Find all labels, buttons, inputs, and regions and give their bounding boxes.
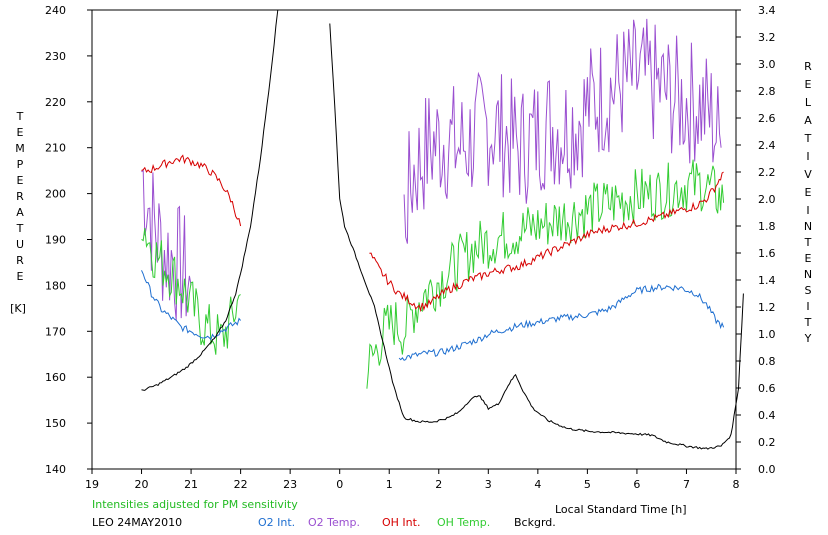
oh-temp-line [366, 159, 725, 389]
right-axis-label-letter: E [805, 78, 812, 91]
x-tick-label: 7 [683, 478, 690, 491]
right-tick-label: 0.2 [758, 436, 776, 449]
right-axis-label-letter: I [806, 150, 809, 163]
right-tick-label: 0.8 [758, 355, 776, 368]
right-tick-label: 1.4 [758, 274, 776, 287]
series-lines [141, 9, 744, 450]
right-axis-label-letter: S [805, 284, 812, 297]
right-axis-label-letter: E [805, 252, 812, 265]
left-tick-label: 240 [45, 4, 66, 17]
pm-sensitivity-note: Intensities adjusted for PM sensitivity [92, 498, 298, 511]
left-tick-label: 160 [45, 371, 66, 384]
right-axis-label-letter: N [804, 220, 812, 233]
right-axis-label-letter: E [805, 186, 812, 199]
left-tick-label: 170 [45, 325, 66, 338]
x-tick-label: 6 [633, 478, 640, 491]
right-tick-label: 3.4 [758, 4, 776, 17]
plot-frame [91, 9, 737, 470]
x-tick-label: 5 [584, 478, 591, 491]
right-axis-label-letter: T [804, 132, 812, 145]
left-axis-ticks: 140 150 160 170 180 190 200 210 220 230 240 [45, 4, 92, 476]
right-tick-label: 1.0 [758, 328, 776, 341]
x-tick-label: 20 [135, 478, 149, 491]
right-axis-label-letter: I [806, 300, 809, 313]
oh-int-line [141, 154, 242, 227]
x-tick-label: 19 [85, 478, 99, 491]
right-tick-label: 3.0 [758, 58, 776, 71]
x-tick-label: 8 [733, 478, 740, 491]
x-tick-label: 22 [234, 478, 248, 491]
right-tick-label: 0.4 [758, 409, 776, 422]
o2-int-line [141, 270, 241, 341]
right-axis-label-letter: I [806, 204, 809, 217]
right-axis-label-letter: V [804, 168, 812, 181]
right-tick-label: 0.0 [758, 463, 776, 476]
right-axis-label-letter: L [805, 96, 812, 109]
x-axis-ticks: 19 20 21 22 23 0 1 2 3 4 5 6 7 8 [85, 469, 740, 491]
right-axis-label-letter: T [804, 236, 812, 249]
right-tick-label: 1.2 [758, 301, 776, 314]
left-tick-label: 140 [45, 463, 66, 476]
left-axis-label-letter: R [16, 254, 24, 267]
o2-int-line [398, 283, 725, 361]
right-axis-label-letter: T [804, 316, 812, 329]
x-tick-label: 3 [485, 478, 492, 491]
left-tick-label: 150 [45, 417, 66, 430]
x-axis-label: Local Standard Time [h] [555, 503, 687, 516]
left-axis-label-letter: T [16, 222, 24, 235]
left-axis-unit: [K] [10, 302, 26, 315]
legend-entry: OH Int. [382, 516, 420, 529]
legend-entry: O2 Temp. [308, 516, 360, 529]
left-tick-label: 230 [45, 50, 66, 63]
right-tick-label: 2.8 [758, 85, 776, 98]
left-tick-label: 180 [45, 279, 66, 292]
right-tick-label: 2.0 [758, 193, 776, 206]
oh-temp-line [141, 228, 241, 355]
right-axis-label-letter: Y [804, 332, 812, 345]
left-axis-label-letter: E [17, 126, 24, 139]
right-axis-label-letter: N [804, 268, 812, 281]
left-axis-label-letter: E [17, 174, 24, 187]
right-axis-label-letter: R [804, 60, 812, 73]
oh-int-line [369, 171, 724, 313]
x-tick-label: 0 [336, 478, 343, 491]
left-tick-label: 220 [45, 96, 66, 109]
station-date: LEO 24MAY2010 [92, 516, 182, 529]
right-tick-label: 1.6 [758, 247, 776, 260]
right-tick-label: 3.2 [758, 31, 776, 44]
legend-entry: Bckgrd. [514, 516, 556, 529]
x-tick-label: 1 [386, 478, 393, 491]
left-axis-label-letter: T [16, 110, 24, 123]
bckgrd-line [329, 23, 744, 450]
right-tick-label: 0.6 [758, 382, 776, 395]
left-axis-label-letter: E [17, 270, 24, 283]
x-tick-label: 2 [435, 478, 442, 491]
right-tick-label: 1.8 [758, 220, 776, 233]
left-axis-label-letter: P [17, 158, 24, 171]
bckgrd-line [141, 9, 279, 391]
right-tick-label: 2.6 [758, 112, 776, 125]
left-tick-label: 190 [45, 234, 66, 247]
left-axis-label-letter: R [16, 190, 24, 203]
right-axis-label-letter: A [804, 114, 812, 127]
o2-temp-line [403, 18, 722, 244]
right-axis-ticks: 0.0 0.2 0.4 0.6 0.8 1.0 1.2 1.4 1.6 1.8 2.0 2.2 2.4 2… [736, 4, 776, 476]
legend-entry: OH Temp. [437, 516, 490, 529]
o2-temp-line [141, 169, 192, 321]
left-tick-label: 200 [45, 188, 66, 201]
x-tick-label: 23 [283, 478, 297, 491]
left-axis-label-letter: M [15, 142, 25, 155]
left-tick-label: 210 [45, 142, 66, 155]
legend: O2 Int. O2 Temp. OH Int. OH Temp. Bckgrd. [258, 516, 556, 529]
x-tick-label: 4 [534, 478, 541, 491]
left-axis-label-letter: A [16, 206, 24, 219]
legend-entry: O2 Int. [258, 516, 295, 529]
right-tick-label: 2.2 [758, 166, 776, 179]
right-tick-label: 2.4 [758, 139, 776, 152]
x-tick-label: 21 [184, 478, 198, 491]
left-axis-label-letter: U [16, 238, 24, 251]
